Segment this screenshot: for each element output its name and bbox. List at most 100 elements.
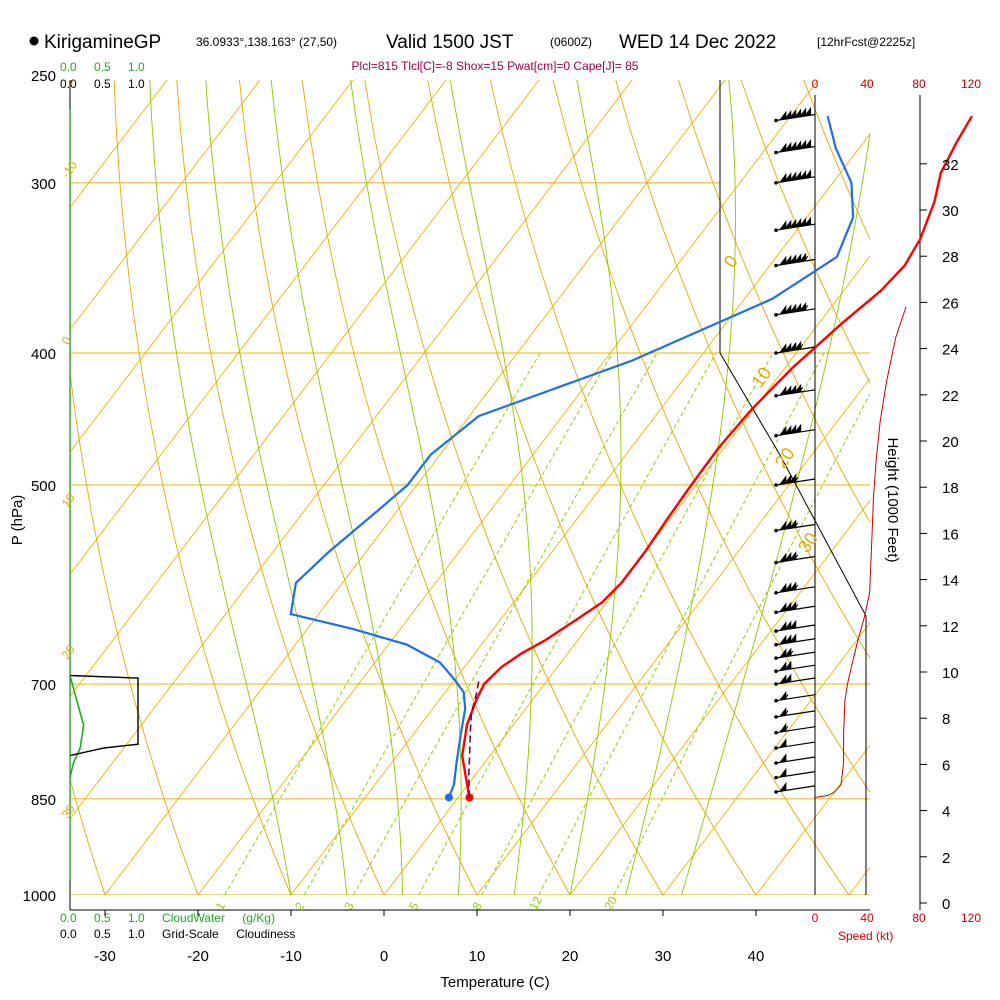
wind-barb-flag: [804, 216, 812, 227]
wind-barb-dot: [774, 775, 778, 780]
wind-barb-dot: [774, 698, 778, 703]
wind-barb-half: [799, 386, 804, 393]
valid-date: WED 14 Dec 2022: [619, 32, 776, 53]
wind-barb-flag: [799, 169, 807, 180]
temperature-tick-label: -30: [94, 948, 116, 965]
temperature-line: [460, 115, 973, 798]
wind-barb-flag: [779, 110, 787, 121]
mixing-ratio-line: [538, 352, 825, 895]
dry-adiabat-line: [364, 80, 664, 895]
wind-barb-flag: [784, 219, 792, 230]
wind-barb-half: [804, 305, 809, 311]
wind-barb-flag: [784, 647, 792, 657]
height-tick-label: 8: [942, 711, 950, 728]
wind-barb-flag: [784, 342, 792, 352]
height-tick-label: 2: [942, 850, 950, 867]
height-tick-label: 0: [942, 896, 950, 913]
dewpoint-surface-dot: [444, 793, 453, 802]
pressure-tick-label: 1000: [23, 888, 56, 905]
moist-adiabat-line: [625, 80, 736, 895]
isotherm-line: [70, 80, 540, 698]
height-tick-label: 12: [942, 619, 959, 636]
wind-barb-dot: [774, 669, 778, 674]
wind-barb-flag: [789, 424, 797, 434]
wind-barb-dot: [774, 351, 778, 355]
dry-adiabat-label: 0: [720, 252, 742, 272]
skew-envelope: [719, 80, 867, 895]
wind-barb-dot: [774, 730, 778, 735]
isotherm-line: [383, 255, 870, 895]
wind-barb-flag: [804, 169, 812, 179]
wind-barb-flag: [779, 173, 787, 183]
wind-barb-flag: [794, 218, 802, 228]
wind-barb-flag: [789, 473, 797, 484]
wind-barb-staff: [775, 555, 816, 564]
wind-barb-flag: [784, 673, 792, 683]
wind-barb-flag: [799, 301, 807, 312]
wind-barb-flag: [794, 423, 802, 434]
wind-barb-dot: [774, 181, 778, 185]
cloudwater-scale-top: 0.0 0.5 1.0: [60, 60, 145, 74]
wind-barb-flag: [789, 600, 797, 611]
dry-adiabat-line: [552, 80, 870, 794]
wind-barb-staff: [775, 624, 816, 632]
height-tick-label: 16: [942, 526, 959, 543]
wind-barb-flag: [794, 170, 802, 181]
wind-barb: [774, 722, 816, 735]
height-tick-label: 20: [942, 434, 959, 451]
dry-adiabat-line: [990, 75, 1000, 895]
wind-barb-flag: [779, 520, 787, 531]
wind-barb-flag: [779, 583, 787, 593]
moist-adiabat-line: [205, 80, 348, 895]
wind-barb-half: [784, 726, 789, 732]
cloudiness-line: [69, 674, 139, 757]
wind-barb-flag: [784, 385, 792, 395]
wind-barb-flag: [789, 218, 797, 229]
mixing-ratio-line: [303, 352, 613, 895]
wind-barb-flag: [784, 109, 792, 120]
dry-adiabat-line: [615, 80, 870, 660]
height-tick-label: 24: [942, 342, 959, 359]
cloudiness-scale-bottom: 0.0 0.5 1.0 Grid-Scale Cloudiness: [60, 927, 295, 941]
wind-barb-flag: [784, 254, 792, 265]
wind-barb-flag: [804, 106, 812, 117]
wind-barb-staff: [775, 523, 816, 532]
pressure-tick-label: 700: [31, 677, 56, 694]
wind-barb-dot: [774, 715, 778, 719]
height-tick-label: 10: [942, 665, 959, 682]
pressure-tick-label: 250: [31, 68, 56, 85]
wind-barb-staff: [775, 223, 816, 231]
mixing-ratio-line: [418, 352, 717, 895]
pressure-tick-label: 500: [31, 478, 56, 495]
wind-barb-dot: [774, 761, 778, 765]
wind-barb-half: [794, 604, 799, 610]
isotherm-line: [848, 866, 870, 895]
isotherm-line: [70, 80, 633, 820]
wind-barb-flag: [794, 108, 802, 118]
wind-barb-flag: [779, 305, 787, 315]
wind-barb-staff: [775, 429, 816, 437]
station-name: KirigamineGP: [44, 32, 161, 53]
moist-adiabat-line: [449, 80, 533, 895]
speed-tick-label-bottom: 40: [860, 911, 874, 925]
wind-barb-staff: [775, 710, 816, 718]
wind-barb-flag: [789, 633, 797, 643]
wind-barb-flag: [799, 139, 807, 150]
isotherm-line: [290, 133, 870, 895]
wind-barb: [774, 782, 816, 794]
forecast-info: [12hrFcst@2225z]: [817, 35, 915, 49]
wind-barb-flag: [779, 722, 787, 733]
wind-barb: [774, 519, 816, 533]
wind-barb-staff: [775, 741, 816, 749]
wind-barb-dot: [774, 629, 778, 633]
dry-adiabat-line: [427, 80, 757, 895]
wind-barb: [774, 169, 816, 185]
moist-adiabat-line: [681, 130, 870, 895]
wind-barb-flag: [784, 660, 792, 671]
wind-barb-staff: [775, 651, 816, 659]
dewpoint-line: [289, 115, 855, 798]
dry-adiabat-line: [70, 777, 106, 895]
isotherm-line: [70, 80, 261, 331]
wind-barb-staff: [775, 771, 816, 779]
wind-barb-staff: [775, 308, 816, 316]
